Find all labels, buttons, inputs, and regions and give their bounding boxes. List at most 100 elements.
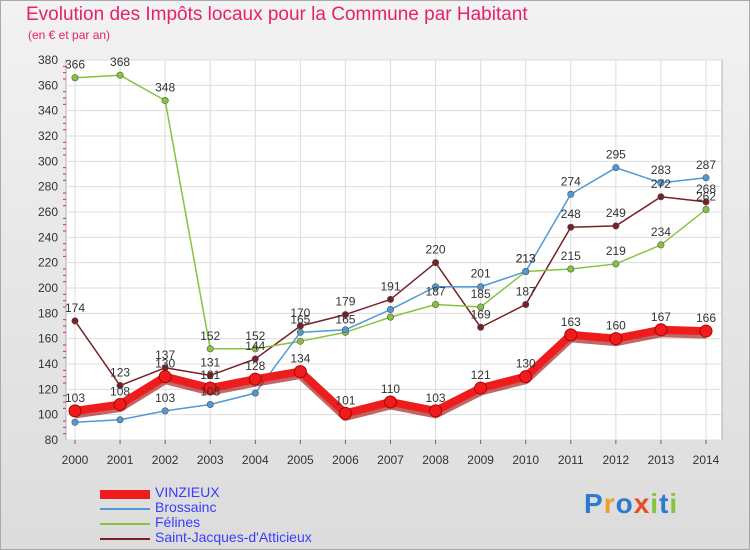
series-point [251,345,259,353]
data-label: 110 [381,382,400,396]
data-label: 163 [561,315,581,329]
x-tick-label: 2007 [377,453,404,467]
series-point [71,74,79,82]
logo-letter: o [615,488,634,519]
series-point [654,323,668,337]
x-tick-label: 2000 [62,453,89,467]
x-tick-label: 2014 [693,453,720,467]
data-label: 272 [651,177,671,191]
data-label: 108 [200,385,220,399]
series-point [432,300,440,308]
series-point [341,326,349,334]
series-point [702,205,710,213]
y-tick-label: 200 [38,281,58,295]
series-point [612,222,620,230]
series-point [386,313,394,321]
logo-letter: i [650,488,660,519]
data-label: 295 [606,148,626,162]
data-label: 123 [110,366,130,380]
data-label: 234 [651,225,671,239]
series-point [429,404,443,418]
data-label: 185 [471,287,491,301]
series-point [206,345,214,353]
logo-letter: t [659,488,670,519]
series-point [386,306,394,314]
data-label: 179 [335,295,355,309]
series-point [699,324,713,338]
logo-letter: i [669,488,679,519]
x-tick-label: 2003 [197,453,224,467]
data-label: 219 [606,244,626,258]
series-point [432,259,440,267]
series-point [564,328,578,342]
y-tick-label: 380 [38,53,58,67]
legend-swatch [100,490,150,499]
series-point [477,303,485,311]
series-point [296,337,304,345]
x-tick-label: 2004 [242,453,269,467]
data-label: 215 [561,249,581,263]
series-point [386,295,394,303]
x-tick-label: 2009 [467,453,494,467]
series-point [612,164,620,172]
data-label: 248 [561,207,581,221]
y-tick-label: 160 [38,332,58,346]
data-label: 165 [290,312,310,326]
series-point [116,71,124,79]
series-point [612,260,620,268]
y-tick-label: 140 [38,357,58,371]
series-point [251,355,259,363]
y-tick-label: 240 [38,230,58,244]
series-point [68,404,82,418]
series-point [567,265,575,273]
data-label: 220 [426,243,446,257]
data-label: 166 [696,311,716,325]
legend-swatch [100,523,150,525]
logo-letter: r [603,488,616,519]
series-point [522,268,530,276]
series-point [158,370,172,384]
data-label: 121 [200,368,220,382]
series-point [477,323,485,331]
data-label: 283 [651,163,671,177]
x-tick-label: 2006 [332,453,359,467]
series-point [657,193,665,201]
series-point [248,372,262,386]
series-point [567,223,575,231]
legend-label: Félines [155,514,201,530]
y-tick-label: 220 [38,256,58,270]
x-tick-label: 2005 [287,453,314,467]
data-label: 348 [155,81,175,95]
series-point [657,241,665,249]
y-tick-label: 260 [38,205,58,219]
legend-swatch [100,508,150,510]
series-point [702,174,710,182]
series-lines [68,71,713,426]
series-point [519,370,533,384]
series-point [71,418,79,426]
data-label: 167 [651,310,671,324]
y-tick-label: 80 [45,433,59,447]
data-label: 121 [471,368,491,382]
data-label: 274 [561,174,581,188]
y-tick-label: 360 [38,78,58,92]
data-label: 160 [606,319,626,333]
x-tick-label: 2008 [422,453,449,467]
legend-swatch [100,538,150,540]
data-label: 191 [380,279,400,293]
data-label: 108 [110,385,130,399]
series-point [293,365,307,379]
data-label: 268 [696,182,716,196]
data-label: 128 [245,359,265,373]
legend-label: Brossainc [155,499,217,515]
data-label: 137 [155,348,175,362]
x-tick-label: 2012 [603,453,630,467]
series-point [474,381,488,395]
data-label: 287 [696,158,716,172]
series-point [432,283,440,291]
data-label: 130 [516,357,536,371]
axes: 80 100 120 140 160 180 200 220 240 260 280 300 320 34… [38,53,720,467]
chart-title: Evolution des Impôts locaux pour la Comm… [26,4,528,25]
data-label: 174 [65,301,85,315]
